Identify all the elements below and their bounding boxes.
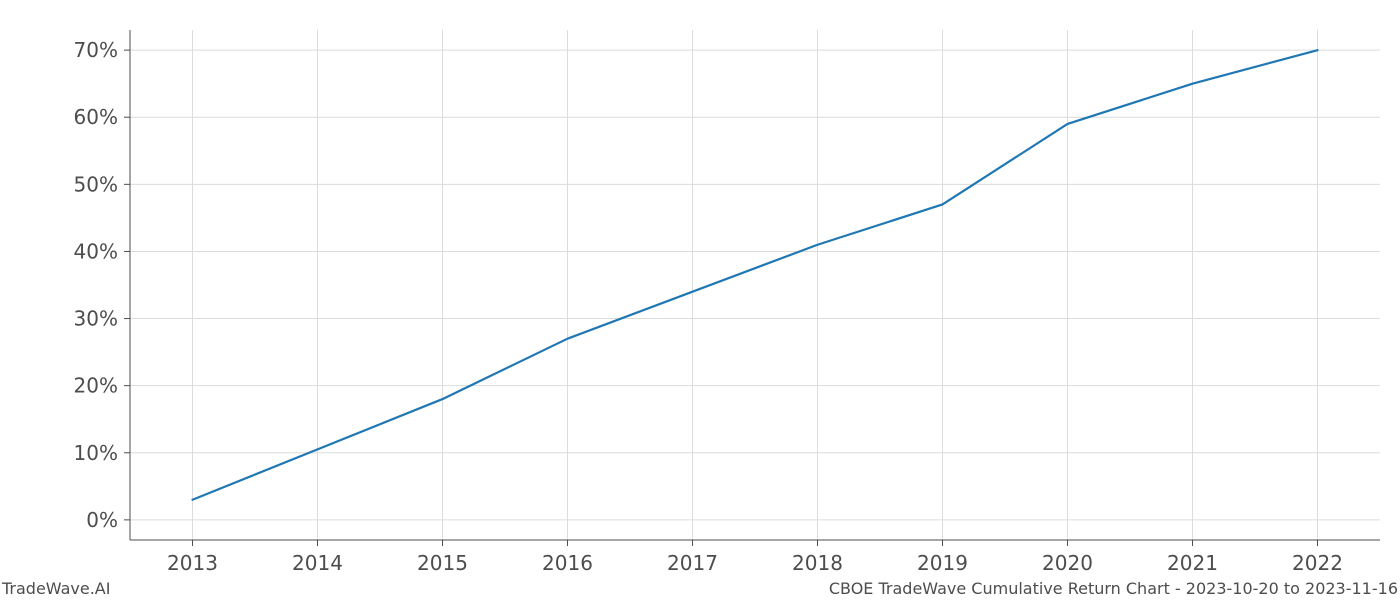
y-tick-label: 20%: [74, 374, 118, 398]
footer-left-text: TradeWave.AI: [2, 579, 110, 598]
x-tick-label: 2019: [917, 551, 968, 575]
y-tick-label: 50%: [74, 172, 118, 196]
line-chart: 2013 2014 2015 2016 2017 2018 2019 2020 2021 2022…: [0, 0, 1400, 600]
chart-container: 2013 2014 2015 2016 2017 2018 2019 2020 2021 2022…: [0, 0, 1400, 600]
y-tick-label: 30%: [74, 307, 118, 331]
y-tick-label: 40%: [74, 239, 118, 263]
x-tick-label: 2021: [1167, 551, 1218, 575]
y-tick-label: 0%: [86, 508, 118, 532]
x-tick-label: 2013: [167, 551, 218, 575]
y-tick-label: 70%: [74, 38, 118, 62]
x-tick-label: 2018: [792, 551, 843, 575]
x-tick-label: 2020: [1042, 551, 1093, 575]
y-tick-label: 60%: [74, 105, 118, 129]
x-tick-label: 2016: [542, 551, 593, 575]
y-tick-label: 10%: [74, 441, 118, 465]
x-tick-label: 2017: [667, 551, 718, 575]
x-tick-label: 2022: [1292, 551, 1343, 575]
x-tick-label: 2015: [417, 551, 468, 575]
footer-right-text: CBOE TradeWave Cumulative Return Chart -…: [829, 579, 1398, 598]
x-tick-label: 2014: [292, 551, 343, 575]
chart-background: [0, 0, 1400, 600]
